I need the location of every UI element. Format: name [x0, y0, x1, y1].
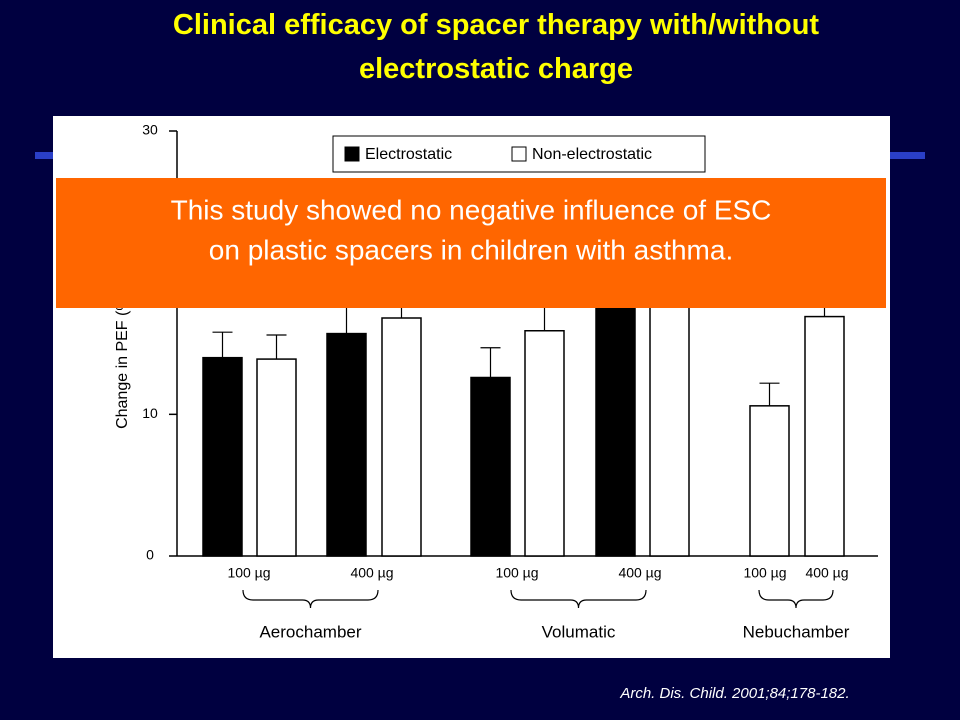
legend-swatch [344, 146, 360, 162]
bar [749, 405, 790, 557]
legend-label: Non-electrostatic [532, 146, 652, 163]
bar [524, 330, 565, 557]
legend-swatch [511, 146, 527, 162]
x-tick-label: 400 µg [350, 565, 393, 581]
error-bar [759, 382, 780, 406]
y-axis-label: Change in PEF (%) [114, 291, 131, 429]
bar [326, 332, 367, 557]
bar [381, 317, 422, 557]
bar [804, 315, 845, 557]
y-tick-label: 30 [142, 122, 158, 138]
callout-line: on plastic spacers in children with asth… [209, 234, 733, 265]
x-tick-label: 100 µg [227, 565, 270, 581]
error-bar [212, 331, 233, 358]
legend-label: Electrostatic [365, 146, 452, 163]
bar [470, 376, 511, 557]
callout-line: This study showed no negative influence … [171, 194, 772, 225]
y-tick-label: 10 [142, 405, 158, 421]
legend-box [332, 135, 706, 173]
x-tick-label: 400 µg [618, 565, 661, 581]
x-tick-label: 100 µg [495, 565, 538, 581]
group-label: Volumatic [542, 622, 616, 641]
group-brace [242, 589, 379, 609]
bar [202, 356, 243, 557]
bar [595, 271, 636, 557]
y-tick-label: 0 [146, 547, 154, 563]
bar [649, 264, 690, 557]
group-label: Aerochamber [259, 622, 361, 641]
group-label: Nebuchamber [743, 622, 850, 641]
slide-title: Clinical efficacy of spacer therapy with… [173, 9, 820, 85]
callout-box [56, 178, 886, 308]
group-brace [510, 589, 647, 609]
x-tick-label: 100 µg [743, 565, 786, 581]
bar [256, 358, 297, 557]
group-brace [758, 589, 834, 609]
citation: Arch. Dis. Child. 2001;84;178-182. [619, 685, 849, 702]
x-tick-label: 400 µg [805, 565, 848, 581]
error-bar [266, 334, 287, 360]
error-bar [480, 347, 501, 378]
